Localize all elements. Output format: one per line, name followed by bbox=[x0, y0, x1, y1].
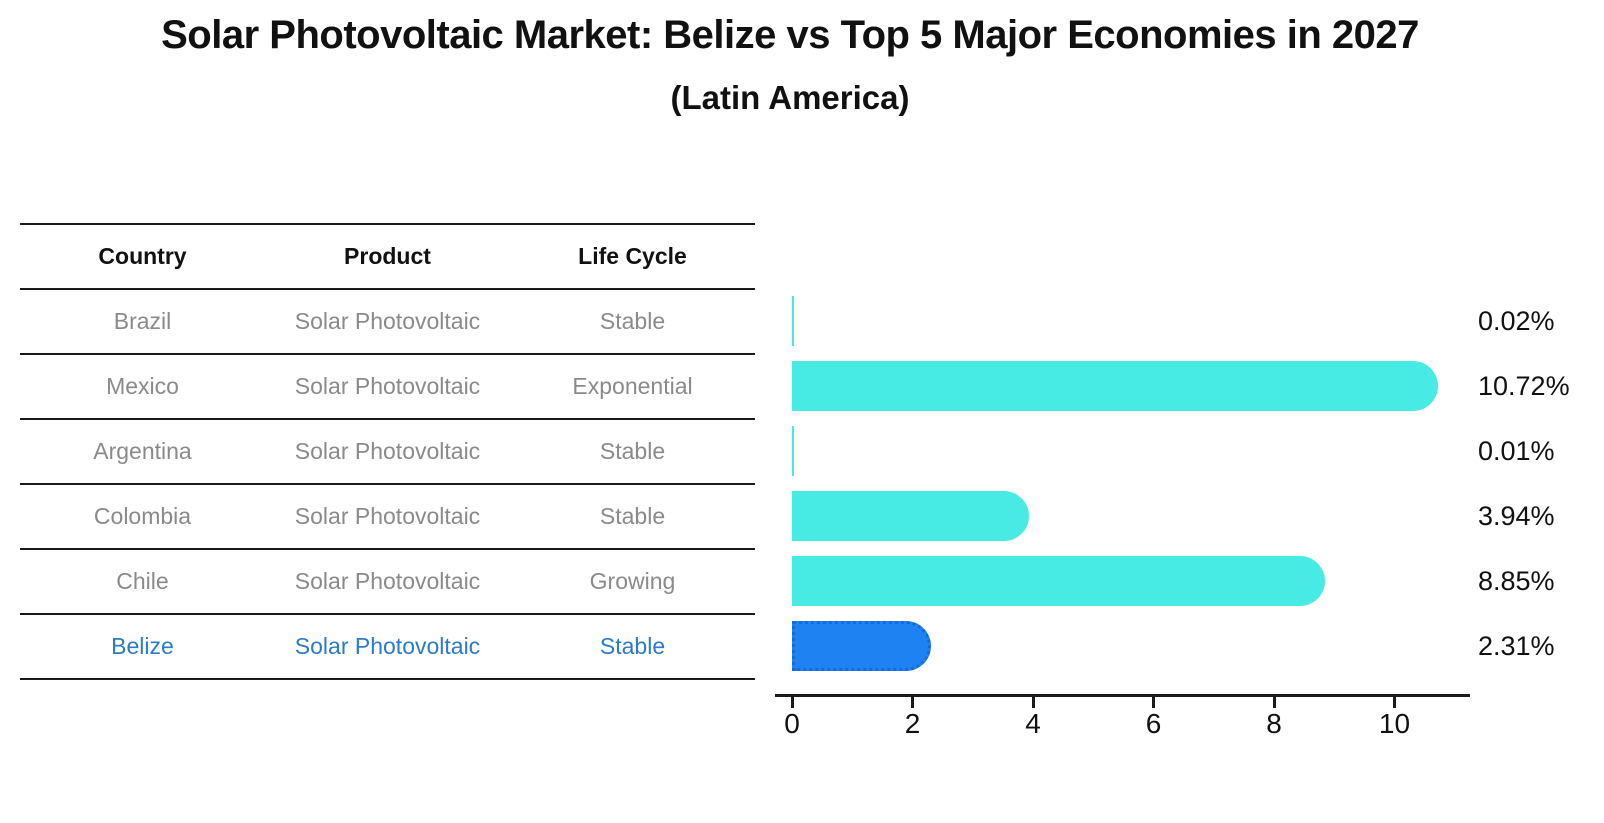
x-axis-tick-0 bbox=[790, 697, 794, 708]
table-cell-product: Solar Photovoltaic bbox=[294, 308, 481, 334]
x-axis-tick-8 bbox=[1272, 697, 1276, 708]
comparison-table: Country Product Life Cycle Brazil Solar Phot… bbox=[20, 223, 755, 680]
table-cell-country: Belize bbox=[111, 633, 174, 659]
table-row-chile: Chile Solar Photovoltaic Growing bbox=[20, 550, 755, 615]
table-row-belize: Belize Solar Photovoltaic Stable bbox=[20, 615, 755, 680]
table-cell-product: Solar Photovoltaic bbox=[294, 438, 481, 464]
table-cell-life-cycle: Stable bbox=[599, 438, 666, 464]
table-cell-country: Mexico bbox=[106, 373, 179, 399]
bar-colombia bbox=[792, 490, 1030, 541]
table-row-argentina: Argentina Solar Photovoltaic Stable bbox=[20, 420, 755, 485]
table-cell-product: Solar Photovoltaic bbox=[294, 633, 481, 659]
table-cell-life-cycle: Growing bbox=[589, 568, 676, 594]
table-header-product: Product bbox=[344, 243, 431, 269]
table-cell-country: Chile bbox=[116, 568, 169, 594]
x-axis-line bbox=[775, 694, 1470, 697]
table-header-life-cycle: Life Cycle bbox=[578, 243, 687, 269]
bar-argentina bbox=[792, 425, 794, 476]
table-header-row: Country Product Life Cycle bbox=[20, 225, 755, 290]
x-axis-tick-label-0: 0 bbox=[784, 708, 800, 739]
bar-mexico bbox=[792, 360, 1438, 411]
x-axis-tick-4 bbox=[1031, 697, 1035, 708]
table-cell-product: Solar Photovoltaic bbox=[294, 503, 481, 529]
value-label-colombia: 3.94% bbox=[1478, 500, 1555, 531]
value-label-belize: 2.31% bbox=[1478, 630, 1555, 661]
table-cell-product: Solar Photovoltaic bbox=[294, 568, 481, 594]
table-cell-country: Argentina bbox=[93, 438, 192, 464]
bar-brazil bbox=[792, 295, 794, 346]
x-axis-tick-10 bbox=[1393, 697, 1396, 708]
table-header-country: Country bbox=[98, 243, 187, 269]
value-label-chile: 8.85% bbox=[1478, 565, 1555, 596]
bar-belize bbox=[792, 620, 932, 671]
table-cell-life-cycle: Stable bbox=[599, 633, 666, 659]
table-cell-life-cycle: Stable bbox=[599, 308, 666, 334]
table-cell-life-cycle: Exponential bbox=[572, 373, 693, 399]
bar-chile bbox=[792, 555, 1326, 606]
x-axis-tick-label-2: 2 bbox=[904, 708, 921, 739]
table-cell-product: Solar Photovoltaic bbox=[294, 373, 481, 399]
table-cell-country: Colombia bbox=[93, 503, 192, 529]
table-cell-life-cycle: Stable bbox=[599, 503, 666, 529]
chart-subtitle: (Latin America) bbox=[670, 79, 910, 116]
x-axis-tick-label-10: 10 bbox=[1378, 708, 1411, 739]
x-axis-tick-label-6: 6 bbox=[1145, 708, 1162, 739]
chart-title: Solar Photovoltaic Market: Belize vs Top… bbox=[161, 13, 1419, 57]
x-axis-tick-label-8: 8 bbox=[1266, 708, 1282, 739]
x-axis-tick-label-4: 4 bbox=[1025, 708, 1041, 739]
table-row-mexico: Mexico Solar Photovoltaic Exponential bbox=[20, 355, 755, 420]
table-row-colombia: Colombia Solar Photovoltaic Stable bbox=[20, 485, 755, 550]
value-label-argentina: 0.01% bbox=[1478, 435, 1555, 466]
table-cell-country: Brazil bbox=[113, 308, 172, 334]
value-label-mexico: 10.72% bbox=[1478, 370, 1570, 401]
value-label-brazil: 0.02% bbox=[1478, 305, 1555, 336]
x-axis-tick-6 bbox=[1152, 697, 1155, 708]
table-row-brazil: Brazil Solar Photovoltaic Stable bbox=[20, 290, 755, 355]
x-axis-tick-2 bbox=[911, 697, 914, 708]
